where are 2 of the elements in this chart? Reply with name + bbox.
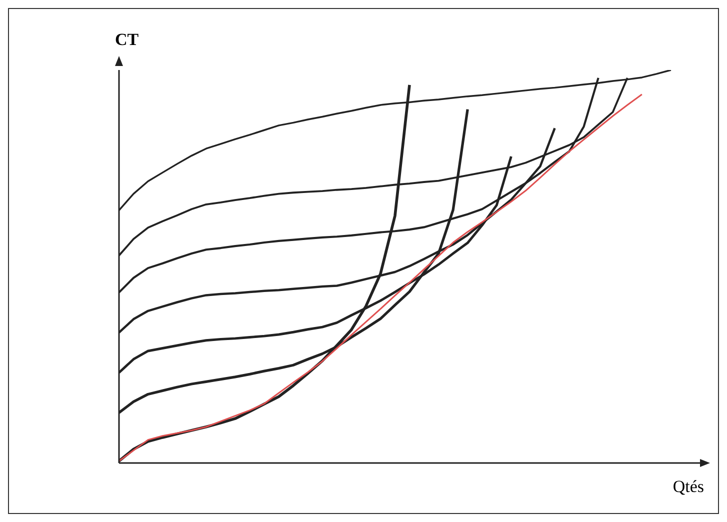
x-axis-title: Qtés xyxy=(672,477,704,497)
y-axis-title: CT xyxy=(115,30,139,50)
